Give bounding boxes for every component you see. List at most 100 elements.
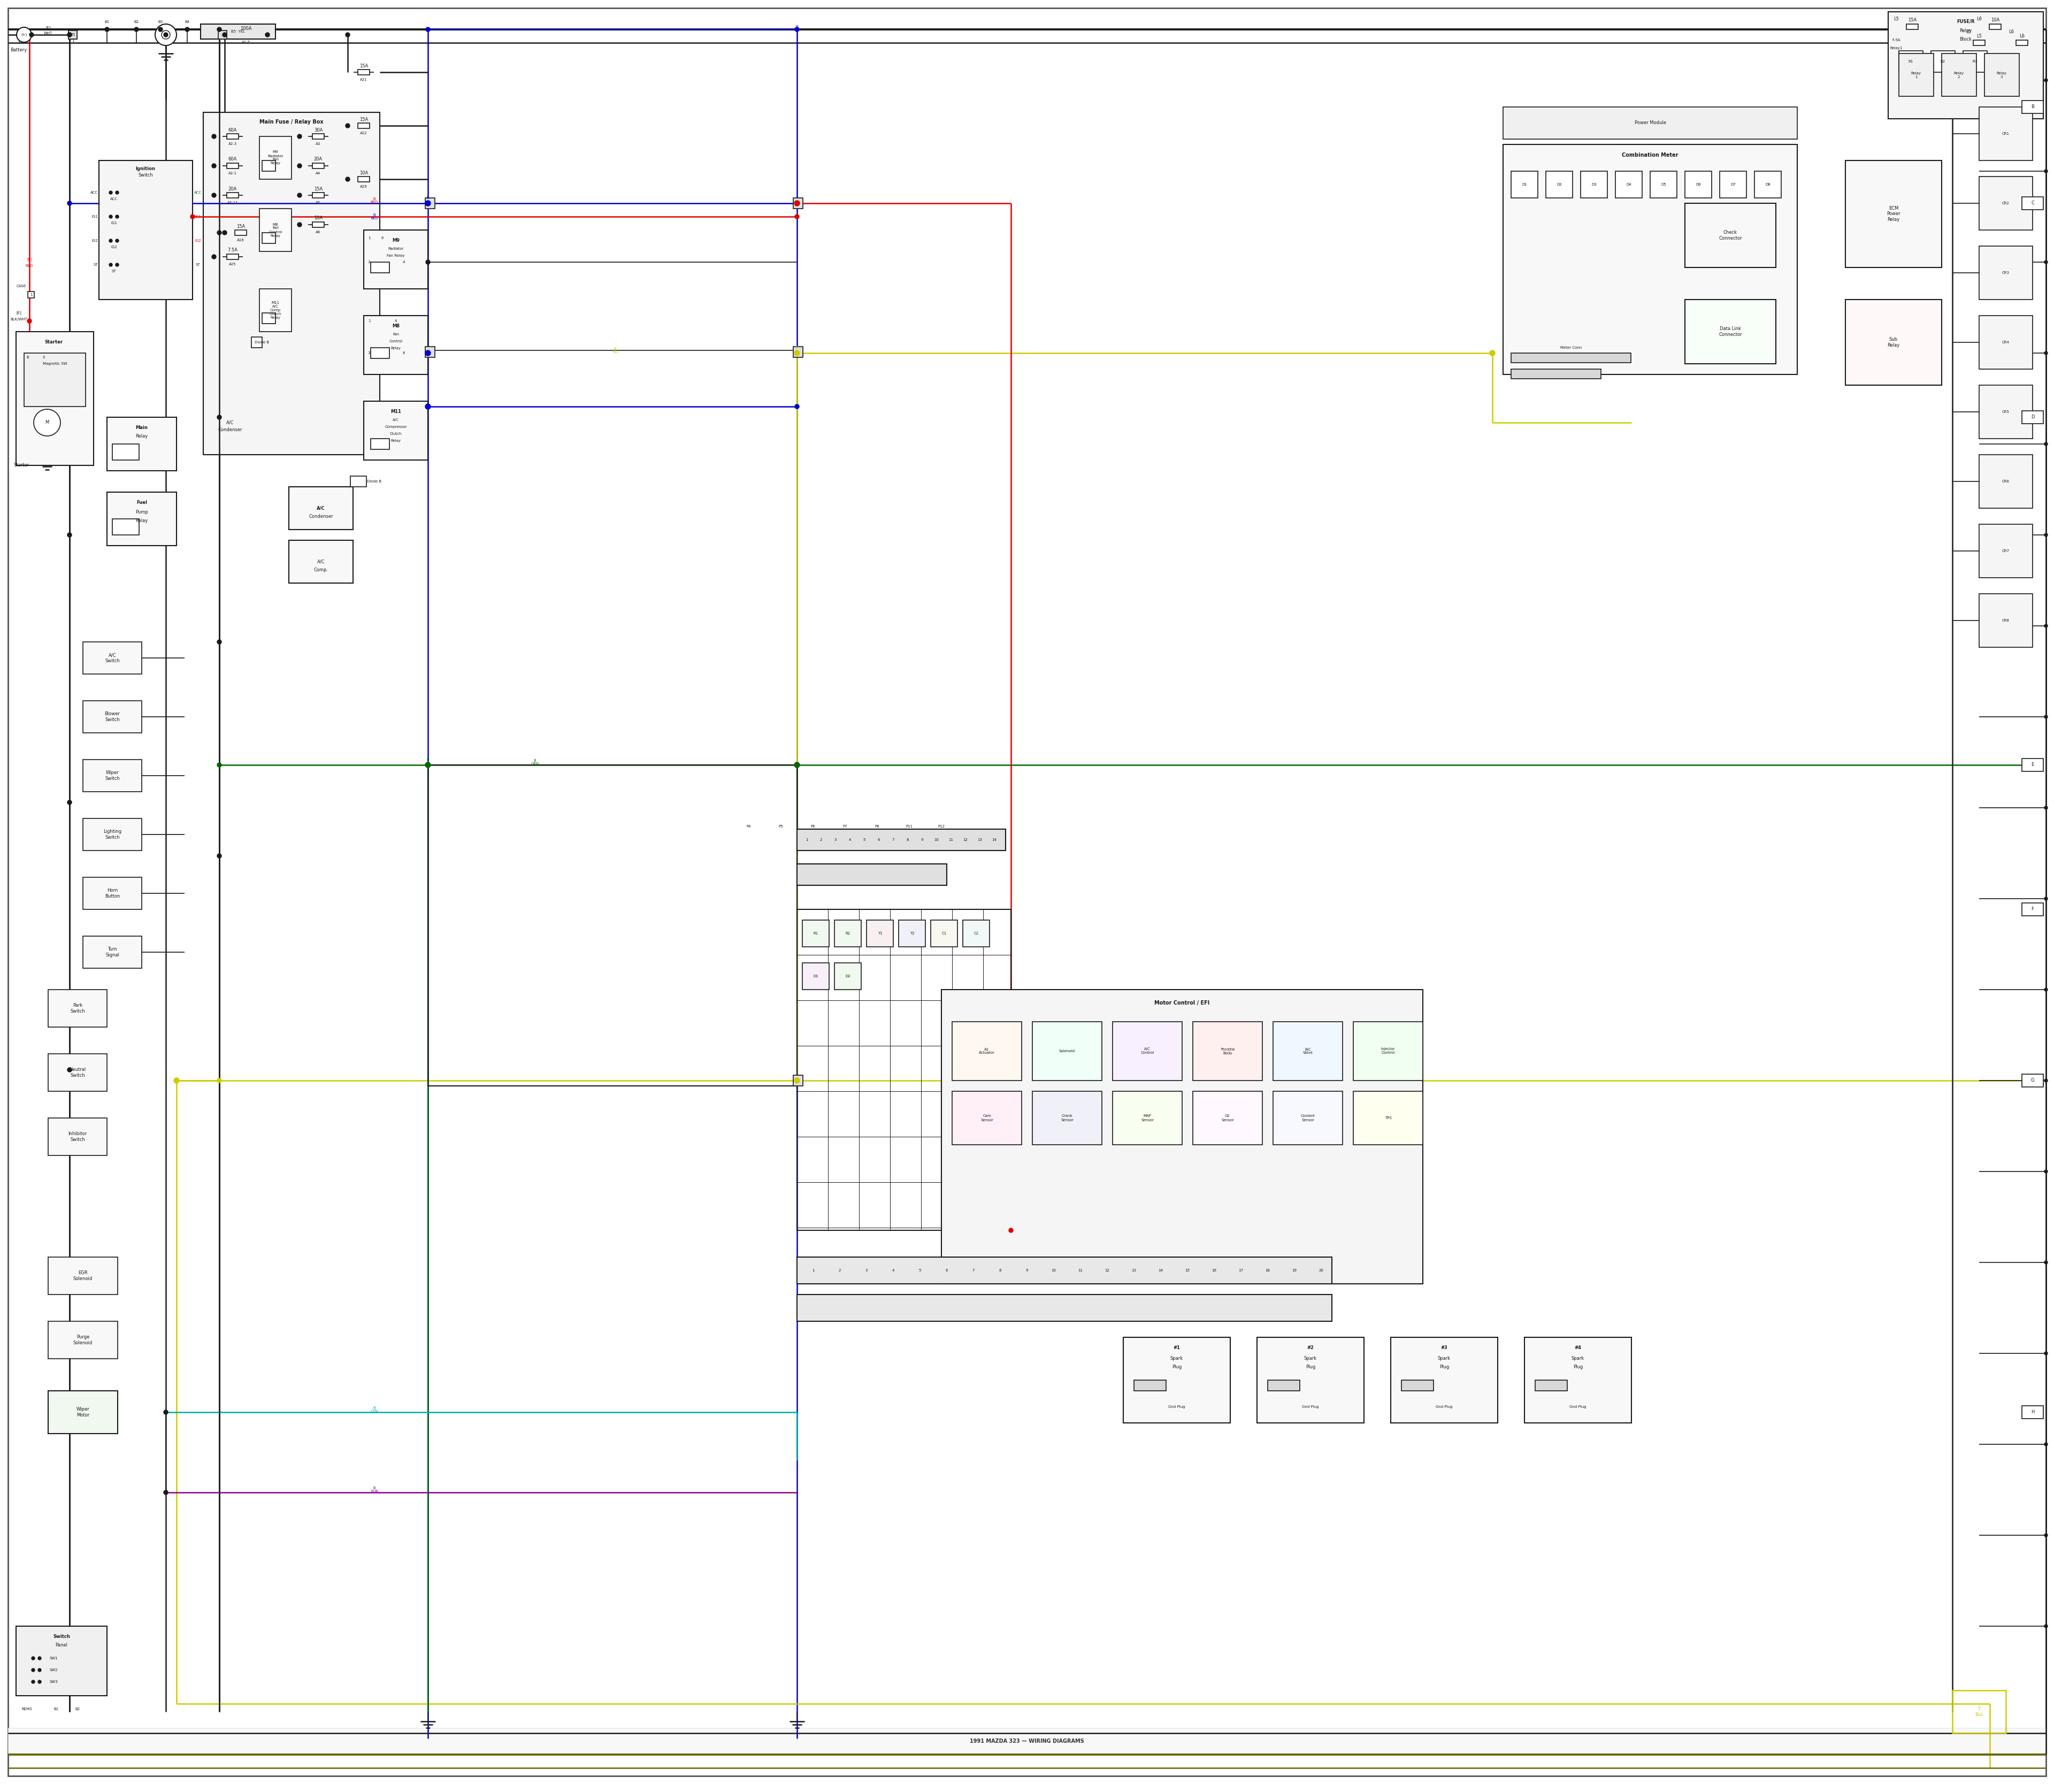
Text: Switch: Switch (53, 1634, 70, 1640)
Text: M: M (45, 419, 49, 425)
Text: 12: 12 (1105, 1269, 1109, 1272)
Bar (803, 919, 830, 946)
Bar (1980, 455, 2033, 509)
Text: #2: #2 (1306, 1346, 1315, 1351)
Text: ACC: ACC (90, 192, 99, 194)
Text: CR7: CR7 (2003, 550, 2009, 552)
Text: 10: 10 (935, 839, 939, 842)
Text: IAC
Valve: IAC Valve (1302, 1048, 1313, 1055)
Circle shape (134, 27, 138, 32)
Text: B: B (2031, 104, 2033, 109)
Circle shape (795, 201, 799, 206)
Circle shape (218, 853, 222, 858)
Bar (1504, 145, 1797, 375)
Text: D8: D8 (1764, 183, 1771, 186)
Text: M8: M8 (392, 324, 401, 328)
Text: #3: #3 (1440, 1346, 1448, 1351)
Text: B2: B2 (134, 20, 140, 23)
Bar (82, 878, 142, 909)
Text: B
RED: B RED (370, 197, 378, 204)
Bar (364, 229, 427, 289)
Bar (2017, 39, 2027, 45)
Bar (259, 136, 292, 179)
Text: Spark: Spark (1438, 1357, 1450, 1362)
Bar (963, 919, 990, 946)
Bar (226, 134, 238, 140)
Text: B: B (427, 758, 429, 762)
Bar (1898, 54, 1933, 97)
Text: A2-11: A2-11 (228, 201, 238, 204)
Text: L6: L6 (1976, 16, 1982, 22)
Bar (1980, 315, 2033, 369)
Bar (425, 346, 435, 357)
Text: 10: 10 (1052, 1269, 1056, 1272)
Circle shape (175, 1077, 179, 1082)
Text: Data Link
Connector: Data Link Connector (1719, 326, 1742, 337)
Text: A16: A16 (236, 238, 244, 242)
Text: WHT: WHT (43, 32, 53, 34)
Bar (68, 30, 78, 39)
Circle shape (156, 23, 177, 45)
Text: C406: C406 (16, 285, 27, 289)
Bar (1267, 1380, 1300, 1391)
Bar (47, 1256, 117, 1294)
Bar (1401, 1380, 1434, 1391)
Text: SW2: SW2 (49, 1668, 58, 1672)
Bar (201, 23, 275, 39)
Bar (312, 222, 325, 228)
Circle shape (218, 231, 222, 235)
Text: Gnd Plug: Gnd Plug (1169, 1405, 1185, 1409)
Text: 20A: 20A (228, 186, 236, 192)
Text: D2: D2 (846, 975, 850, 978)
Text: REMS: REMS (21, 1708, 33, 1711)
Bar (82, 642, 142, 674)
Circle shape (212, 194, 216, 197)
Text: 14: 14 (992, 839, 996, 842)
Circle shape (298, 194, 302, 197)
Text: 2: 2 (838, 1269, 840, 1272)
Text: Sub
Relay: Sub Relay (1888, 337, 1900, 348)
Circle shape (425, 405, 429, 409)
Bar (218, 30, 226, 39)
Text: 8: 8 (906, 839, 910, 842)
Bar (953, 1091, 1021, 1145)
Text: 4: 4 (394, 319, 396, 323)
Text: Main Fuse / Relay Box: Main Fuse / Relay Box (259, 120, 325, 125)
Text: M11
A/C
Comp
Clutch
Relay: M11 A/C Comp Clutch Relay (269, 301, 281, 319)
Circle shape (68, 1068, 72, 1072)
Text: 6: 6 (945, 1269, 949, 1272)
Text: SW3: SW3 (49, 1681, 58, 1683)
Text: G: G (2031, 1079, 2033, 1082)
Text: D6: D6 (1697, 183, 1701, 186)
Circle shape (795, 763, 799, 767)
Text: 13: 13 (978, 839, 982, 842)
Text: L6: L6 (2009, 30, 2013, 34)
Bar (1193, 1021, 1263, 1081)
Text: Y
Bus: Y Bus (1976, 1706, 1984, 1717)
Text: B3: B3 (158, 20, 162, 23)
Text: Relay
1: Relay 1 (1910, 72, 1920, 79)
Bar (797, 830, 1006, 851)
Text: M9: M9 (392, 238, 401, 244)
Bar (2021, 903, 2044, 916)
Text: 6: 6 (403, 351, 405, 355)
Circle shape (2044, 715, 2048, 719)
Circle shape (2044, 260, 2048, 263)
Text: 60A: 60A (228, 158, 236, 161)
Bar (1512, 369, 1600, 378)
Text: Check
Connector: Check Connector (1719, 229, 1742, 240)
Text: 4: 4 (848, 839, 850, 842)
Text: A25: A25 (230, 263, 236, 265)
Circle shape (109, 238, 113, 242)
Bar (263, 161, 275, 172)
Bar (2021, 1405, 2044, 1419)
Circle shape (185, 27, 189, 32)
Circle shape (2044, 806, 2048, 810)
Text: Compressor: Compressor (384, 425, 407, 428)
Text: L5: L5 (1966, 30, 1972, 34)
Text: 13: 13 (1132, 1269, 1136, 1272)
Text: RED: RED (25, 263, 33, 267)
Text: Neutral
Switch: Neutral Switch (70, 1068, 86, 1077)
Text: 10A: 10A (314, 215, 322, 220)
Circle shape (2044, 1079, 2048, 1082)
